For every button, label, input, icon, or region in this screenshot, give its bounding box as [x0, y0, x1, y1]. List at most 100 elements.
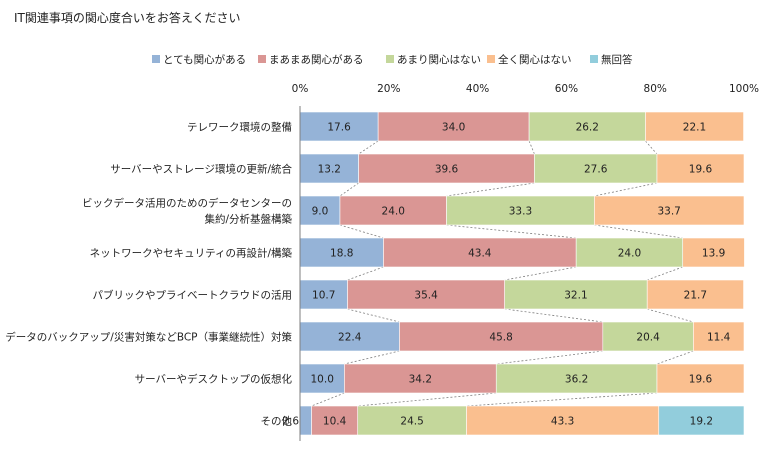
bar-segment — [299, 363, 345, 394]
bar-value-label: 21.7 — [684, 290, 707, 302]
bar-segment — [299, 321, 400, 352]
connector-line — [656, 350, 694, 365]
bar-segment — [504, 279, 648, 310]
bar-segment — [339, 195, 447, 226]
legend-label: 無回答 — [601, 53, 633, 66]
bar-value-label: 33.3 — [509, 206, 532, 218]
x-tick-label: 100% — [729, 83, 759, 95]
category-label: ビックデータ活用のためのデータセンターの集約/分析基盤構築 — [82, 197, 292, 226]
category-label: ネットワークやセキュリティの再設計/構築 — [90, 247, 293, 260]
bar-value-label: 32.1 — [564, 290, 587, 302]
legend-swatch — [152, 55, 160, 63]
connector-line — [357, 392, 497, 407]
legend-item: あまり関心はない — [386, 54, 481, 66]
category-labels: テレワーク環境の整備サーバーやストレージ環境の更新/統合ビックデータ活用のための… — [5, 121, 292, 428]
x-tick-label: 60% — [555, 83, 578, 95]
legend-label: あまり関心はない — [397, 54, 481, 66]
bar-segment — [299, 111, 379, 142]
legend-swatch — [487, 55, 495, 63]
legend-swatch — [590, 55, 598, 63]
bar-value-label: 34.0 — [442, 122, 465, 134]
connector-line — [504, 266, 577, 281]
bar-segment — [377, 111, 530, 142]
x-tick-label: 20% — [377, 83, 400, 95]
legend-label: とても関心がある — [163, 53, 246, 66]
bar-segment — [594, 195, 745, 226]
connector-line — [347, 308, 400, 323]
connector-line — [311, 392, 345, 407]
bar-value-label: 26.2 — [576, 122, 599, 134]
category-label: サーバーやデスクトップの仮想化 — [135, 373, 293, 386]
legend-item: 全く関心はない — [487, 53, 572, 66]
bar-value-label: 22.1 — [683, 122, 706, 134]
category-label-line: 集約/分析基盤構築 — [204, 213, 292, 226]
bar-value-label: 27.6 — [584, 164, 608, 176]
bar-value-label: 13.9 — [702, 248, 725, 260]
bar-value-label: 43.4 — [468, 248, 492, 260]
legend-label: 全く関心はない — [498, 53, 572, 66]
bar-value-label: 13.2 — [318, 164, 341, 176]
bar-value-label: 36.2 — [565, 374, 588, 386]
bar-value-label: 19.2 — [690, 416, 713, 428]
connector-line — [347, 266, 384, 281]
connector-line — [594, 182, 658, 197]
connector-line — [594, 224, 683, 239]
x-tick-label: 80% — [644, 83, 667, 95]
legend-item: まあまあ関心がある — [258, 53, 364, 66]
bar-segment — [656, 153, 745, 184]
bar-value-label: 39.6 — [435, 164, 459, 176]
bar-segment — [446, 195, 595, 226]
connector-line — [446, 224, 577, 239]
bar-value-label: 19.6 — [689, 164, 713, 176]
bar-segment — [357, 405, 467, 436]
bar-segment — [528, 111, 646, 142]
bar-value-label: 22.4 — [338, 332, 362, 344]
bar-segment — [347, 279, 505, 310]
category-label: データのバックアップ/災害対策などBCP（事業継続性）対策 — [5, 331, 292, 344]
bar-value-label: 10.4 — [323, 416, 347, 428]
bar-value-label: 10.0 — [311, 374, 334, 386]
connector-line — [339, 182, 359, 197]
bar-segment — [602, 321, 694, 352]
category-label: パブリックやプライベートクラウドの活用 — [93, 289, 293, 302]
bar-value-label: 20.4 — [636, 332, 660, 344]
connector-line — [339, 224, 384, 239]
legend-swatch — [386, 55, 394, 63]
bar-segment — [344, 363, 497, 394]
legend-label: まあまあ関心がある — [269, 53, 364, 66]
bars: 17.6 34.0 26.2 22.1 13.2 39.6 27.6 19.6 9.0 24.0 3… — [282, 111, 745, 436]
bar-value-label: 18.8 — [330, 248, 353, 260]
connector-line — [504, 308, 603, 323]
bar-segment — [645, 111, 744, 142]
bar-value-label: 24.5 — [400, 416, 423, 428]
series-connector-lines — [311, 140, 694, 407]
bar-value-label: 35.4 — [414, 290, 438, 302]
bar-value-label: 43.3 — [551, 416, 574, 428]
bar-segment — [656, 363, 745, 394]
x-tick-label: 40% — [466, 83, 489, 95]
bar-segment — [658, 405, 745, 436]
connector-line — [344, 350, 400, 365]
bar-segment — [311, 405, 359, 436]
connector-line — [647, 266, 683, 281]
bar-segment — [299, 195, 341, 226]
connector-line — [645, 140, 658, 155]
connector-line — [647, 308, 694, 323]
bar-segment — [299, 237, 384, 268]
legend-item: 無回答 — [590, 53, 633, 66]
connector-line — [358, 140, 379, 155]
bar-segment — [299, 405, 312, 436]
legend: とても関心がある まあまあ関心がある あまり関心はない 全く関心はない 無回答 — [152, 53, 633, 66]
bar-value-label: 9.0 — [312, 206, 329, 218]
x-tick-label: 0% — [292, 83, 309, 95]
bar-value-label: 10.7 — [312, 290, 335, 302]
category-label: その他 — [261, 415, 293, 428]
bar-segment — [646, 279, 744, 310]
legend-item: とても関心がある — [152, 53, 246, 66]
bar-value-label: 34.2 — [409, 374, 432, 386]
bar-value-label: 45.8 — [489, 332, 512, 344]
connector-line — [528, 140, 535, 155]
category-label-line: ビックデータ活用のためのデータセンターの — [82, 197, 292, 210]
x-axis-ticks: 0% 20% 40% 60% 80% 100% — [292, 83, 759, 95]
